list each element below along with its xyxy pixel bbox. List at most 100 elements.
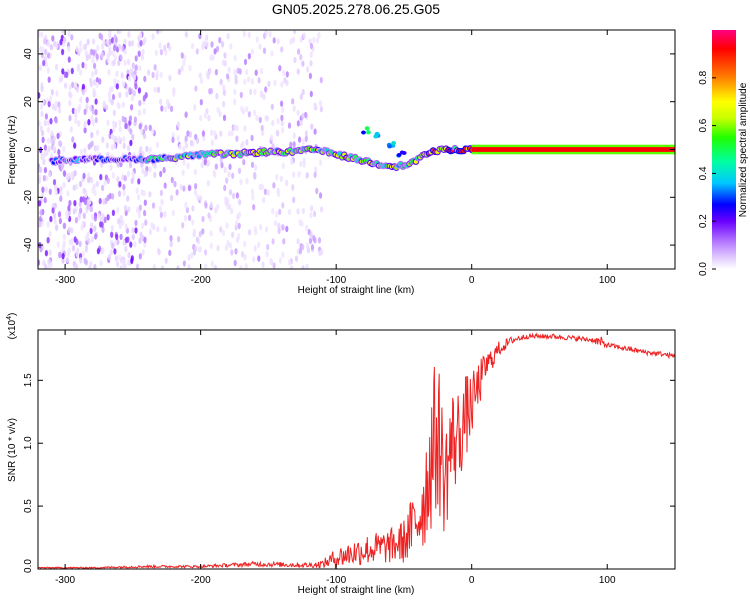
noise-speckle	[106, 177, 110, 184]
noise-speckle	[233, 98, 237, 106]
noise-speckle	[43, 144, 48, 151]
noise-speckle	[54, 100, 58, 108]
noise-speckle	[193, 104, 197, 111]
noise-speckle	[109, 164, 113, 171]
noise-speckle	[309, 231, 313, 238]
noise-speckle	[300, 220, 304, 227]
noise-speckle	[228, 163, 232, 170]
noise-speckle	[275, 211, 279, 218]
noise-speckle	[297, 171, 301, 178]
noise-speckle	[59, 38, 63, 46]
noise-speckle	[170, 176, 174, 184]
noise-speckle	[264, 86, 268, 93]
noise-speckle	[122, 258, 126, 266]
spectrogram-marks	[38, 30, 675, 269]
noise-speckle	[292, 36, 296, 43]
x-tick-label: -200	[191, 575, 211, 586]
noise-speckle	[233, 88, 237, 96]
branch-blob	[361, 130, 366, 135]
noise-speckle	[297, 48, 301, 55]
noise-speckle	[222, 89, 226, 96]
noise-speckle	[182, 159, 186, 166]
noise-speckle	[123, 38, 127, 45]
noise-speckle	[38, 259, 41, 266]
noise-speckle	[42, 158, 46, 165]
noise-speckle	[219, 226, 223, 233]
noise-speckle	[288, 208, 292, 216]
noise-speckle	[92, 79, 96, 86]
noise-speckle	[130, 40, 135, 47]
noise-speckle	[95, 77, 99, 84]
noise-speckle	[79, 207, 83, 214]
x-tick-label: -100	[326, 575, 346, 586]
noise-speckle	[209, 54, 213, 61]
noise-speckle	[159, 170, 163, 178]
noise-speckle	[141, 167, 145, 175]
noise-speckle	[115, 70, 119, 78]
noise-speckle	[110, 99, 114, 106]
noise-speckle	[47, 100, 51, 108]
noise-speckle	[94, 98, 98, 105]
y-tick-label: -40	[23, 237, 34, 252]
noise-speckle	[233, 69, 237, 76]
noise-speckle	[97, 213, 101, 220]
noise-speckle	[83, 198, 87, 206]
noise-speckle	[110, 231, 114, 238]
noise-speckle	[160, 199, 164, 206]
noise-speckle	[308, 237, 313, 244]
noise-speckle	[132, 90, 136, 97]
noise-speckle	[137, 212, 141, 219]
noise-speckle	[205, 34, 209, 42]
noise-speckle	[121, 45, 125, 52]
y-tick-label: 40	[23, 48, 34, 60]
noise-speckle	[123, 175, 127, 182]
noise-speckle	[84, 85, 88, 93]
noise-speckle	[309, 51, 313, 58]
noise-speckle	[124, 122, 128, 130]
noise-speckle	[281, 202, 285, 209]
noise-speckle	[60, 75, 64, 82]
noise-speckle	[45, 174, 49, 182]
noise-speckle	[298, 136, 302, 143]
noise-speckle	[215, 45, 220, 53]
noise-speckle	[246, 76, 251, 83]
noise-speckle	[93, 215, 97, 222]
noise-speckle	[119, 265, 123, 269]
noise-speckle	[226, 33, 230, 40]
noise-speckle	[250, 134, 254, 142]
noise-speckle	[199, 115, 203, 122]
noise-speckle	[67, 45, 71, 52]
noise-speckle	[248, 229, 252, 236]
noise-speckle	[39, 45, 43, 53]
noise-speckle	[122, 80, 126, 88]
noise-speckle	[92, 38, 96, 45]
noise-speckle	[281, 106, 285, 114]
noise-speckle	[208, 67, 212, 75]
noise-speckle	[46, 221, 50, 228]
noise-speckle	[111, 133, 115, 141]
spectrogram-ylabel: Frequency (Hz)	[7, 116, 18, 185]
noise-speckle	[144, 219, 148, 226]
noise-speckle	[281, 162, 285, 169]
noise-speckle	[298, 248, 302, 255]
noise-speckle	[270, 134, 274, 141]
noise-speckle	[79, 180, 83, 188]
noise-speckle	[44, 113, 49, 120]
noise-speckle	[180, 52, 184, 59]
noise-speckle	[128, 115, 132, 122]
noise-speckle	[231, 172, 235, 179]
noise-speckle	[112, 45, 117, 52]
noise-speckle	[301, 265, 305, 269]
snr-axes: -300 -200 -100 0 100 0.0 0.5 1.0 1.5	[23, 330, 675, 586]
noise-speckle	[122, 142, 126, 149]
noise-speckle	[79, 40, 83, 47]
noise-speckle	[93, 225, 97, 232]
x-tick-label: -200	[191, 275, 211, 286]
noise-speckle	[141, 48, 145, 56]
noise-speckle	[223, 52, 227, 59]
noise-speckle	[203, 159, 207, 166]
noise-speckle	[264, 30, 269, 37]
noise-speckle	[294, 255, 299, 262]
noise-speckle	[215, 92, 219, 100]
noise-speckle	[111, 172, 115, 179]
